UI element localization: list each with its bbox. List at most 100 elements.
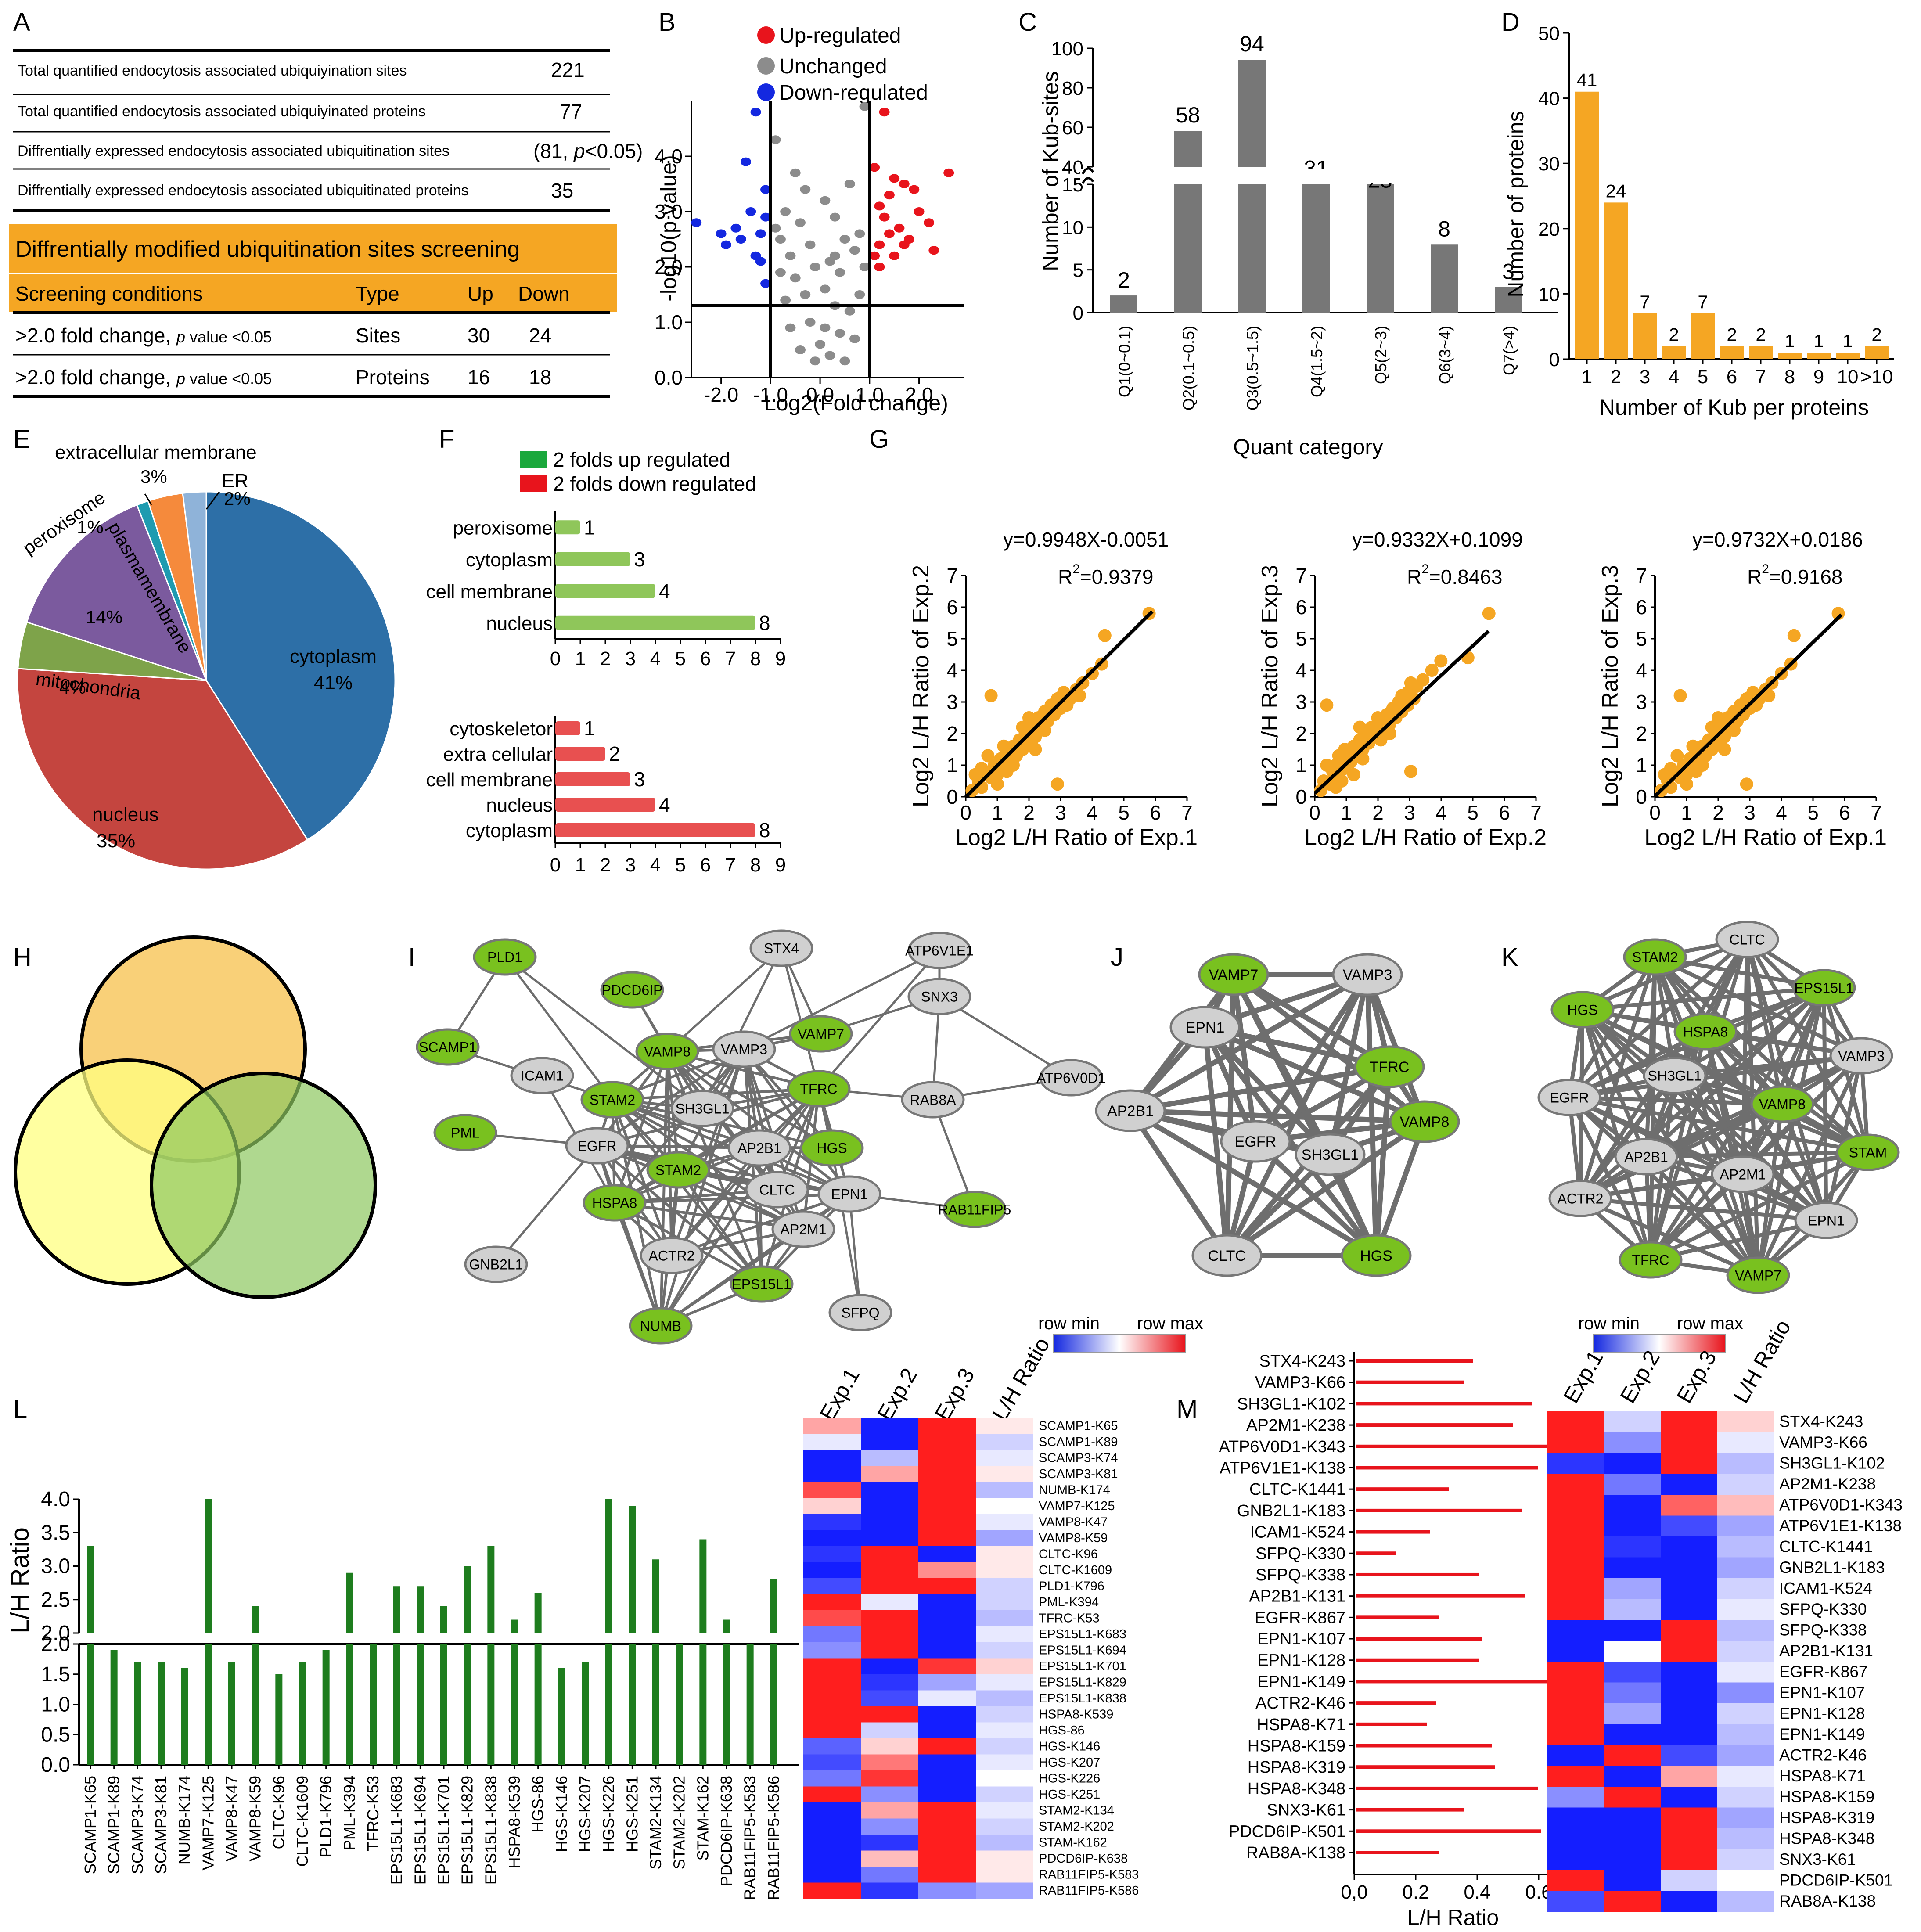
- row-label: HGS-86: [1039, 1723, 1085, 1738]
- x-tick-label: 1: [1582, 366, 1592, 388]
- network-edge: [780, 948, 820, 1089]
- heatmap-cell: [976, 1578, 1033, 1594]
- row-label: SFPQ-K330: [1779, 1600, 1867, 1618]
- bar: [1495, 287, 1522, 313]
- heatmap-cell: [1547, 1557, 1604, 1578]
- panel-letter-a: A: [13, 8, 30, 36]
- screening-banner: [9, 224, 617, 273]
- point: [1670, 749, 1684, 763]
- heatmap-cell: [918, 1418, 976, 1434]
- bar-value: 4: [659, 579, 670, 602]
- bar: [555, 747, 605, 761]
- point-unchanged: [809, 263, 820, 271]
- x-tick-label: Q6(3~4): [1436, 326, 1454, 384]
- heatmap-cell: [803, 1498, 861, 1514]
- heatmap-cell: [861, 1642, 918, 1659]
- bar: [1356, 1508, 1522, 1512]
- heatmap-cell: [803, 1674, 861, 1691]
- x-tick-label: PML-K394: [340, 1776, 358, 1850]
- y-axis-label: Log2 L/H Ratio of Exp.3: [1597, 565, 1623, 807]
- heatmap-cell: [1661, 1620, 1717, 1641]
- network-edge: [1128, 1109, 1229, 1257]
- heatmap-cell: [803, 1658, 861, 1674]
- network-node-label: VAMP7: [1209, 967, 1259, 983]
- network-edge: [1646, 1150, 1868, 1159]
- bar-value: 8: [759, 819, 770, 842]
- column-header: L/H Ratio: [988, 1333, 1055, 1425]
- point-unchanged: [859, 263, 870, 271]
- point-up: [894, 223, 905, 233]
- m-bar-area: STX4-K243 VAMP3-K66 SH3GL1-K102 AP2M1-K238 A…: [1219, 1352, 1614, 1903]
- x-tick-label: VAMP8-K59: [246, 1776, 264, 1861]
- bar-upper: [1238, 60, 1266, 167]
- venn-exp2: [150, 1072, 377, 1299]
- bar-lower: [746, 1644, 754, 1765]
- x-tick-label: 2: [1023, 801, 1035, 824]
- heatmap-cell: [1604, 1662, 1661, 1683]
- legend-marker-down: [757, 83, 775, 101]
- pie-pct-cytoplasm: 41%: [314, 672, 353, 694]
- x-tick-label: RAB11FIP5-K583: [741, 1776, 759, 1900]
- bar-lower: [464, 1644, 471, 1765]
- heatmap-cell: [1604, 1891, 1661, 1912]
- y-tick-label: 30: [1538, 153, 1560, 175]
- bar-lower: [252, 1644, 259, 1765]
- point: [975, 762, 988, 775]
- network-edge: [504, 956, 703, 1109]
- panel-letter-d: D: [1501, 8, 1520, 36]
- panel-letter-j: J: [1111, 943, 1123, 971]
- heatmap-cell: [861, 1818, 918, 1835]
- network-node: [1794, 1202, 1858, 1239]
- bar-value: 94: [1240, 32, 1264, 56]
- network-node-label: VAMP7: [798, 1026, 844, 1042]
- quant-ylabel: Number of Kub-sites: [1038, 71, 1063, 271]
- x-tick-label: 2: [1712, 801, 1724, 824]
- bar-value: 24: [1606, 180, 1626, 201]
- network-node: [745, 1171, 809, 1209]
- heatmap-cell: [803, 1802, 861, 1819]
- legend-label-up: Up-regulated: [779, 24, 901, 47]
- network-node: [1643, 1057, 1707, 1094]
- network-node: [730, 1265, 794, 1303]
- row-label: CLTC-K96: [1039, 1547, 1098, 1561]
- network-node: [727, 1129, 791, 1167]
- heatmap-cell: [1661, 1662, 1717, 1683]
- network-node: [464, 1245, 528, 1283]
- row-label: HSPA8-K539: [1039, 1707, 1113, 1721]
- y-tick-label: 4.0: [655, 145, 683, 168]
- row-label: EPN1-K107: [1779, 1684, 1865, 1702]
- x-tick-label: 3: [1640, 366, 1650, 388]
- pie-label-er: ER: [222, 470, 248, 492]
- x-tick-label: SCAMP3-K74: [128, 1776, 146, 1874]
- point-up: [899, 180, 910, 188]
- x-tick-label: HGS-K146: [552, 1776, 570, 1852]
- color-legend-bar: [1053, 1334, 1186, 1353]
- bar-value: 41: [1577, 70, 1597, 90]
- heatmap-cell: [1661, 1599, 1717, 1620]
- x-tick-label: 2: [1372, 801, 1384, 824]
- bar: [1356, 1594, 1525, 1598]
- category-label: SH3GL1-K102: [1237, 1395, 1345, 1413]
- x-tick-label: PLD1-K796: [317, 1776, 335, 1857]
- x-tick-label: HGS-K226: [600, 1776, 618, 1852]
- heatmap-cell: [1547, 1682, 1604, 1703]
- heatmap-cell: [861, 1706, 918, 1723]
- bar-upper: [393, 1586, 400, 1633]
- point: [1038, 723, 1051, 737]
- network-edge: [818, 950, 940, 1090]
- row-label: HSPA8-K348: [1779, 1830, 1874, 1848]
- network-node: [1550, 991, 1615, 1029]
- network-node-label: STAM2: [590, 1092, 635, 1108]
- y-tick-label: 2.0: [655, 255, 683, 278]
- network-edge: [1579, 1196, 1759, 1277]
- heatmap-cell: [918, 1546, 976, 1562]
- x-tick-label: 6: [1150, 801, 1161, 824]
- heatmap-cell: [976, 1690, 1033, 1706]
- bar: [1662, 346, 1686, 359]
- network-node-label: SCAMP1: [419, 1040, 477, 1055]
- network-node-label: TFRC: [800, 1081, 837, 1097]
- y-tick-label: 0: [1549, 349, 1560, 371]
- point-up: [879, 108, 890, 117]
- point: [1416, 673, 1430, 687]
- network-edge: [659, 1147, 761, 1327]
